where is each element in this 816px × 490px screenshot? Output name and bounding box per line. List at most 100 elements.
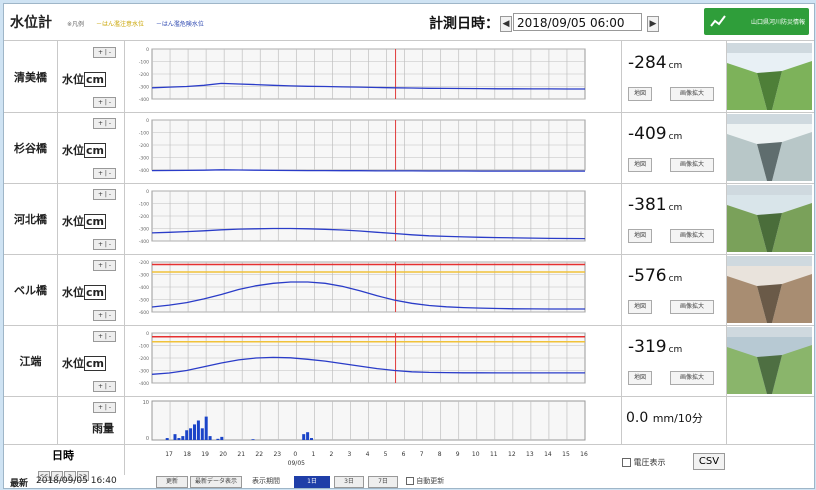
legend-danger: －はん濫危険水位 xyxy=(155,21,204,28)
map-button[interactable]: 地図 xyxy=(628,229,652,243)
tick-label: -300 xyxy=(139,369,149,375)
scale-down-buttons[interactable]: + | - xyxy=(93,97,116,108)
zoom-image-button[interactable]: 画像拡大 xyxy=(670,158,714,172)
camera-icon[interactable] xyxy=(727,43,812,110)
range-3day[interactable]: 3日 xyxy=(334,476,364,488)
zoom-image-button[interactable]: 画像拡大 xyxy=(670,87,714,101)
rain-row: + | - 雨量 10 0 0.0 mm/10分 xyxy=(4,396,814,445)
status-datetime: 2018/09/05 16:40 xyxy=(36,476,117,486)
tick-label: -100 xyxy=(139,60,149,66)
zoom-image-button[interactable]: 画像拡大 xyxy=(670,229,714,243)
voltage-checkbox[interactable] xyxy=(622,458,631,467)
header: 水位計 ※凡例 －はん濫注意水位 －はん濫危険水位 計測日時： ◀ 2018/0… xyxy=(4,4,814,41)
current-value-unit: cm xyxy=(668,132,683,142)
time-axis-label: 日時 xyxy=(52,449,74,462)
camera-icon[interactable] xyxy=(727,256,812,323)
date-label: 09/05 xyxy=(288,460,305,467)
rain-value-unit: mm/10分 xyxy=(652,412,703,425)
station-label-cell: + | - 水位 cm + | - xyxy=(58,325,125,396)
range-1day[interactable]: 1日 xyxy=(294,476,330,488)
camera-icon[interactable] xyxy=(727,114,812,181)
water-level-text: 水位 xyxy=(62,144,84,157)
time-nav-button[interactable]: << xyxy=(38,471,50,481)
time-tick-label: 18 xyxy=(183,451,191,458)
zoom-image-button[interactable]: 画像拡大 xyxy=(670,300,714,314)
water-level-series xyxy=(151,169,585,172)
rain-bar xyxy=(193,424,196,440)
update-button[interactable]: 更新 xyxy=(156,476,188,488)
scale-up-buttons[interactable]: + | - xyxy=(93,189,116,200)
latest-data-button[interactable]: 最新データ表示 xyxy=(190,476,242,488)
time-tick-label: 22 xyxy=(255,451,263,458)
voltage-toggle[interactable]: 電圧表示 xyxy=(622,457,666,468)
legend-prefix: ※凡例 xyxy=(67,21,85,28)
station-row: 杉谷橋 + | - 水位 cm + | - 0 -100 -200 -300 -400 -… xyxy=(4,112,814,184)
auto-update-checkbox[interactable] xyxy=(406,477,414,485)
scale-down-buttons[interactable]: + | - xyxy=(93,310,116,321)
current-value-number: -409 xyxy=(628,124,667,144)
datetime-field[interactable]: 2018/09/05 06:00 xyxy=(513,13,642,31)
measure-time-label: 計測日時： xyxy=(429,16,499,32)
rain-bar xyxy=(200,428,204,440)
camera-icon[interactable] xyxy=(727,327,812,394)
next-time-button[interactable]: ▶ xyxy=(647,16,659,32)
rain-chart-svg: 10 0 xyxy=(143,400,586,442)
map-button[interactable]: 地図 xyxy=(628,371,652,385)
map-button[interactable]: 地図 xyxy=(628,300,652,314)
time-nav-button[interactable]: > xyxy=(64,471,76,481)
time-tick-label: 12 xyxy=(508,451,516,458)
zoom-image-button[interactable]: 画像拡大 xyxy=(670,371,714,385)
value-cell: -381 cm 地図 画像拡大 xyxy=(622,183,727,254)
time-tick-label: 3 xyxy=(348,451,352,458)
station-row: 江端 + | - 水位 cm + | - 0 -100 -200 -300 -400 -3… xyxy=(4,325,814,397)
time-tick-label: 0 xyxy=(293,451,297,458)
current-value-number: -381 xyxy=(628,195,667,215)
tick-label: 0 xyxy=(146,118,149,124)
tick-label: -200 xyxy=(139,143,149,149)
current-value-unit: cm xyxy=(668,203,683,213)
range-7day[interactable]: 7日 xyxy=(368,476,398,488)
scale-up-buttons[interactable]: + | - xyxy=(93,47,116,58)
time-nav-button[interactable]: >> xyxy=(77,471,89,481)
scale-down-buttons[interactable]: + | - xyxy=(93,381,116,392)
water-level-text: 水位 xyxy=(62,357,84,370)
logo-button[interactable]: 山口県河川防災情報 xyxy=(704,8,809,35)
time-axis-row: 日時 << < > >> 17 18 19 20 21 22 23 0 1 2 3 4 5 6 7 8 9 10 11 12… xyxy=(4,445,814,481)
water-level-chart: -200 -300 -400 -500 -600 xyxy=(125,254,622,325)
scale-down-buttons[interactable]: + | - xyxy=(93,168,116,179)
scale-down-buttons[interactable]: + | - xyxy=(93,239,116,250)
scale-up-buttons[interactable]: + | - xyxy=(93,118,116,129)
unit-box: cm xyxy=(84,285,106,300)
rain-scale-buttons[interactable]: + | - xyxy=(93,402,116,413)
value-cell: -409 cm 地図 画像拡大 xyxy=(622,112,727,183)
time-tick-label: 8 xyxy=(438,451,442,458)
time-nav-button[interactable]: < xyxy=(51,471,63,481)
auto-update[interactable]: 自動更新 xyxy=(406,476,444,486)
water-level-label: 水位 cm xyxy=(62,284,106,300)
rain-bar xyxy=(306,432,310,440)
tick-label: -200 xyxy=(139,356,149,362)
water-level-label: 水位 cm xyxy=(62,213,106,229)
rain-bar xyxy=(251,439,255,440)
csv-button[interactable]: CSV xyxy=(693,453,725,470)
rain-bar xyxy=(196,420,200,440)
station-label-cell: + | - 水位 cm + | - xyxy=(58,112,125,183)
prev-time-button[interactable]: ◀ xyxy=(500,16,512,32)
map-button[interactable]: 地図 xyxy=(628,87,652,101)
scale-up-buttons[interactable]: + | - xyxy=(93,260,116,271)
scale-up-buttons[interactable]: + | - xyxy=(93,331,116,342)
water-level-chart: 0 -100 -200 -300 -400 xyxy=(125,183,622,254)
value-cell: -576 cm 地図 画像拡大 xyxy=(622,254,727,325)
time-tick-label: 7 xyxy=(420,451,424,458)
time-tick-label: 16 xyxy=(580,451,588,458)
water-level-series xyxy=(151,227,586,240)
water-level-chart: 0 -100 -200 -300 -400 xyxy=(125,112,622,183)
rain-bar xyxy=(173,434,177,440)
voltage-label: 電圧表示 xyxy=(633,458,666,467)
camera-icon[interactable] xyxy=(727,185,812,252)
map-button[interactable]: 地図 xyxy=(628,158,652,172)
water-level-chart-svg: 0 -100 -200 -300 -400 xyxy=(139,331,586,387)
auto-update-label: 自動更新 xyxy=(416,477,445,485)
tick-label: -400 xyxy=(139,97,149,103)
tick-label: -300 xyxy=(139,227,149,233)
